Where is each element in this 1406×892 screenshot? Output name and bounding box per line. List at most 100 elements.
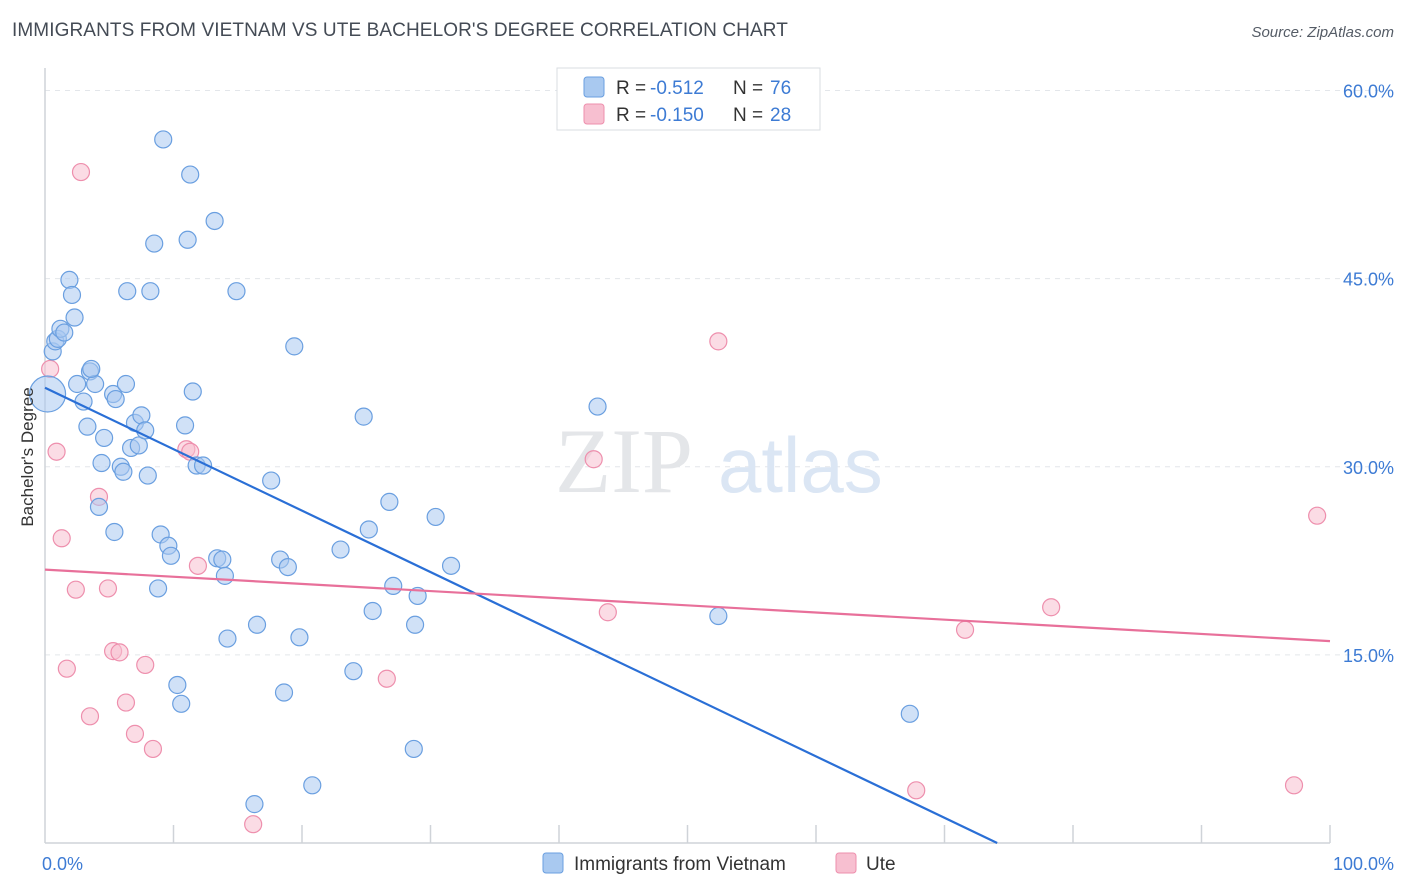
ute-trendline [44, 568, 1331, 643]
y-tick-label: 60.0% [1343, 82, 1394, 102]
vietnam-point [132, 406, 151, 425]
ute-point [955, 620, 975, 639]
y-tick-label: 15.0% [1343, 646, 1394, 666]
vietnam-point [148, 579, 168, 598]
vietnam-point [404, 739, 423, 759]
vietnam-point [172, 694, 191, 713]
vietnam-point [82, 359, 101, 379]
ute-point [598, 603, 617, 622]
ute-point [80, 707, 100, 726]
legend-n-value-1: 76 [770, 78, 791, 99]
ute-point [125, 724, 145, 743]
vietnam-point [354, 407, 373, 426]
vietnam-point [106, 389, 125, 409]
y-tick-labels: 15.0% 30.0% 45.0% 60.0% [1343, 82, 1394, 666]
ute-point [71, 162, 91, 182]
vietnam-point [118, 282, 137, 301]
ute-point [98, 579, 118, 598]
vietnam-point [114, 462, 133, 481]
ute-point [377, 669, 396, 688]
vietnam-point [215, 566, 234, 585]
y-axis-title: Bachelor's Degree [18, 387, 37, 526]
vietnam-point [181, 165, 200, 184]
legend-swatch-pink [583, 103, 605, 125]
vietnam-point [380, 492, 399, 511]
vietnam-point [247, 615, 267, 634]
axes [44, 68, 1331, 844]
vietnam-point [154, 130, 173, 149]
vietnam-point [359, 520, 378, 539]
vietnam-point [290, 628, 309, 647]
vietnam-point [105, 522, 124, 542]
vietnam-point [384, 576, 403, 596]
source-credit: Source: ZipAtlas.com [1251, 24, 1394, 41]
ute-point [136, 655, 155, 675]
y-tick-label: 30.0% [1343, 458, 1394, 478]
vietnam-point [175, 416, 195, 435]
vietnam-point [262, 471, 281, 490]
vietnam-point [161, 546, 181, 565]
ute-point [1308, 506, 1327, 525]
ute-point [110, 643, 129, 662]
vietnam-point [900, 704, 919, 723]
legend-r-value-1: -0.512 [650, 78, 704, 99]
vietnam-point [426, 507, 445, 527]
ute-point [41, 359, 60, 379]
x-tick-labels: 0.0% 100.0% [42, 854, 1394, 874]
vietnam-point [86, 374, 105, 394]
vietnam-point [405, 615, 425, 634]
vietnam-point [303, 776, 322, 795]
vietnam-point [62, 285, 82, 305]
vietnam-point [129, 436, 148, 455]
vietnam-point [588, 397, 607, 416]
vietnam-point [145, 234, 164, 253]
ute-point [57, 659, 76, 678]
vietnam-point [178, 230, 197, 249]
vietnam-point [245, 795, 264, 814]
vietnam-point [89, 497, 109, 517]
vietnam-point [331, 540, 350, 559]
ute-point [1042, 598, 1061, 617]
legend-n-label-2: N = [733, 105, 763, 126]
ute-point [244, 815, 263, 834]
x-tick-label: 100.0% [1333, 854, 1394, 874]
vietnam-point [28, 375, 67, 413]
ute-point [907, 781, 926, 800]
vietnam-point [55, 323, 74, 342]
ute-point [143, 739, 163, 759]
legend-r-label-2: R = [616, 105, 646, 126]
vietnam-point [95, 428, 114, 448]
vietnam-point [141, 282, 160, 301]
ute-point [1284, 776, 1304, 795]
vietnam-point [205, 211, 224, 231]
vietnam-point [168, 675, 187, 695]
vietnam-point [183, 382, 202, 401]
ute-point [47, 442, 66, 461]
ute-point [52, 529, 71, 548]
vietnam-point [363, 601, 382, 621]
vietnam-point [92, 453, 111, 473]
legend-n-value-2: 28 [770, 105, 791, 126]
ute-point [66, 580, 85, 599]
vietnam-point [68, 374, 87, 394]
vietnam-point [278, 557, 297, 577]
vietnam-point [138, 466, 157, 485]
series-legend: Immigrants from Vietnam Ute [542, 852, 896, 875]
vietnam-point [65, 308, 84, 327]
vietnam-point [74, 392, 93, 411]
watermark-atlas: atlas [718, 421, 883, 509]
vietnam-trendline [44, 386, 998, 844]
ute-point [188, 556, 208, 575]
legend-r-label-1: R = [616, 78, 646, 99]
ute-point [116, 693, 136, 712]
legend-swatch-blue [583, 76, 605, 98]
vietnam-point [344, 662, 363, 681]
grid-lines [45, 90, 1395, 656]
ute-points [41, 162, 1327, 834]
stats-legend: R = -0.512 N = 76 R = -0.150 N = 28 [556, 67, 821, 131]
legend-label-vietnam: Immigrants from Vietnam [574, 854, 786, 875]
chart-title: IMMIGRANTS FROM VIETNAM VS UTE BACHELOR'… [12, 20, 788, 41]
vietnam-point [218, 629, 237, 648]
x-tick-label: 0.0% [42, 854, 83, 874]
